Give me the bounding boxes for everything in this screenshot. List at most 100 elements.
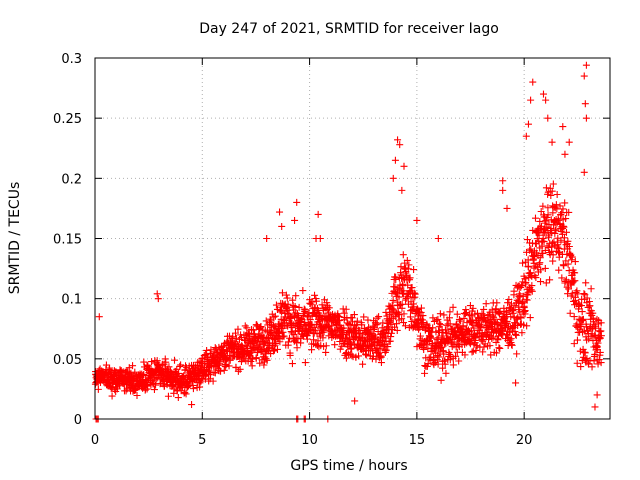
data-point xyxy=(558,230,566,238)
data-point xyxy=(518,329,526,337)
data-point xyxy=(536,217,544,225)
data-point xyxy=(272,301,280,309)
data-point xyxy=(231,329,239,337)
data-point xyxy=(393,326,401,334)
data-point xyxy=(469,304,477,312)
data-point xyxy=(467,312,475,320)
data-point xyxy=(285,334,293,342)
axis-ticks: 0 0.05 0.1 0.15 0.2 0.25 0.3 0 5 10 15 20 xyxy=(53,52,610,448)
data-point xyxy=(164,392,172,400)
data-point xyxy=(565,138,573,146)
data-point xyxy=(472,334,480,342)
data-point xyxy=(519,298,527,306)
data-point xyxy=(371,333,379,341)
data-point xyxy=(273,345,281,353)
data-point xyxy=(577,302,585,310)
data-point xyxy=(175,369,183,377)
data-point xyxy=(427,334,435,342)
data-point xyxy=(549,209,557,217)
data-point xyxy=(578,308,586,316)
data-point xyxy=(262,355,270,363)
x-tick-label: 0 xyxy=(91,433,99,448)
data-point xyxy=(107,385,115,393)
data-point xyxy=(293,344,301,352)
data-point xyxy=(511,302,519,310)
data-point xyxy=(434,334,442,342)
data-point xyxy=(426,325,434,333)
data-point xyxy=(205,367,213,375)
data-point xyxy=(577,363,585,371)
data-point xyxy=(587,285,595,293)
data-point xyxy=(446,308,454,316)
data-point xyxy=(523,322,531,330)
data-point xyxy=(182,390,190,398)
data-point xyxy=(408,317,416,325)
data-point xyxy=(472,346,480,354)
data-point xyxy=(555,245,563,253)
data-point xyxy=(348,318,356,326)
data-point xyxy=(318,301,326,309)
x-tick-label: 20 xyxy=(516,433,533,448)
data-point xyxy=(499,186,507,194)
data-point xyxy=(153,290,161,298)
data-point xyxy=(583,294,591,302)
data-point xyxy=(394,136,402,144)
data-point xyxy=(519,259,527,267)
data-point xyxy=(284,338,292,346)
data-point xyxy=(449,303,457,311)
data-point xyxy=(360,313,368,321)
data-point xyxy=(351,397,359,405)
data-point xyxy=(221,363,229,371)
data-point xyxy=(574,290,582,298)
data-point xyxy=(503,317,511,325)
data-point xyxy=(544,211,552,219)
data-point xyxy=(450,327,458,335)
data-point xyxy=(521,307,529,315)
data-point xyxy=(504,299,512,307)
data-point xyxy=(546,276,554,284)
data-point xyxy=(269,347,277,355)
data-point xyxy=(527,245,535,253)
data-point xyxy=(526,314,534,322)
data-point xyxy=(462,306,470,314)
data-point xyxy=(548,187,556,195)
data-point xyxy=(320,328,328,336)
data-point xyxy=(512,330,520,338)
data-point xyxy=(294,335,302,343)
data-point xyxy=(389,296,397,304)
data-point xyxy=(232,334,240,342)
data-point xyxy=(493,319,501,327)
data-point xyxy=(441,360,449,368)
data-point xyxy=(570,313,578,321)
data-point xyxy=(435,353,443,361)
data-point xyxy=(299,287,307,295)
data-point xyxy=(581,349,589,357)
data-point xyxy=(535,231,543,239)
data-point xyxy=(311,326,319,334)
data-point xyxy=(436,310,444,318)
y-tick-label: 0 xyxy=(74,413,82,428)
data-point xyxy=(314,210,322,218)
data-point xyxy=(248,362,256,370)
data-point xyxy=(478,310,486,318)
data-point xyxy=(398,274,406,282)
y-axis-label: SRMTID / TECUs xyxy=(7,182,23,295)
data-point xyxy=(140,371,148,379)
data-point xyxy=(398,315,406,323)
data-point xyxy=(403,256,411,264)
data-point xyxy=(314,337,322,345)
data-point xyxy=(593,391,601,399)
data-point xyxy=(578,357,586,365)
data-point xyxy=(290,330,298,338)
data-point xyxy=(503,310,511,318)
data-point xyxy=(596,348,604,356)
data-point xyxy=(400,310,408,318)
data-point xyxy=(582,61,590,69)
data-point xyxy=(554,243,562,251)
data-point xyxy=(564,260,572,268)
data-point xyxy=(306,316,314,324)
data-point xyxy=(188,401,196,409)
data-point xyxy=(482,300,490,308)
data-point xyxy=(174,394,182,402)
data-point xyxy=(387,333,395,341)
